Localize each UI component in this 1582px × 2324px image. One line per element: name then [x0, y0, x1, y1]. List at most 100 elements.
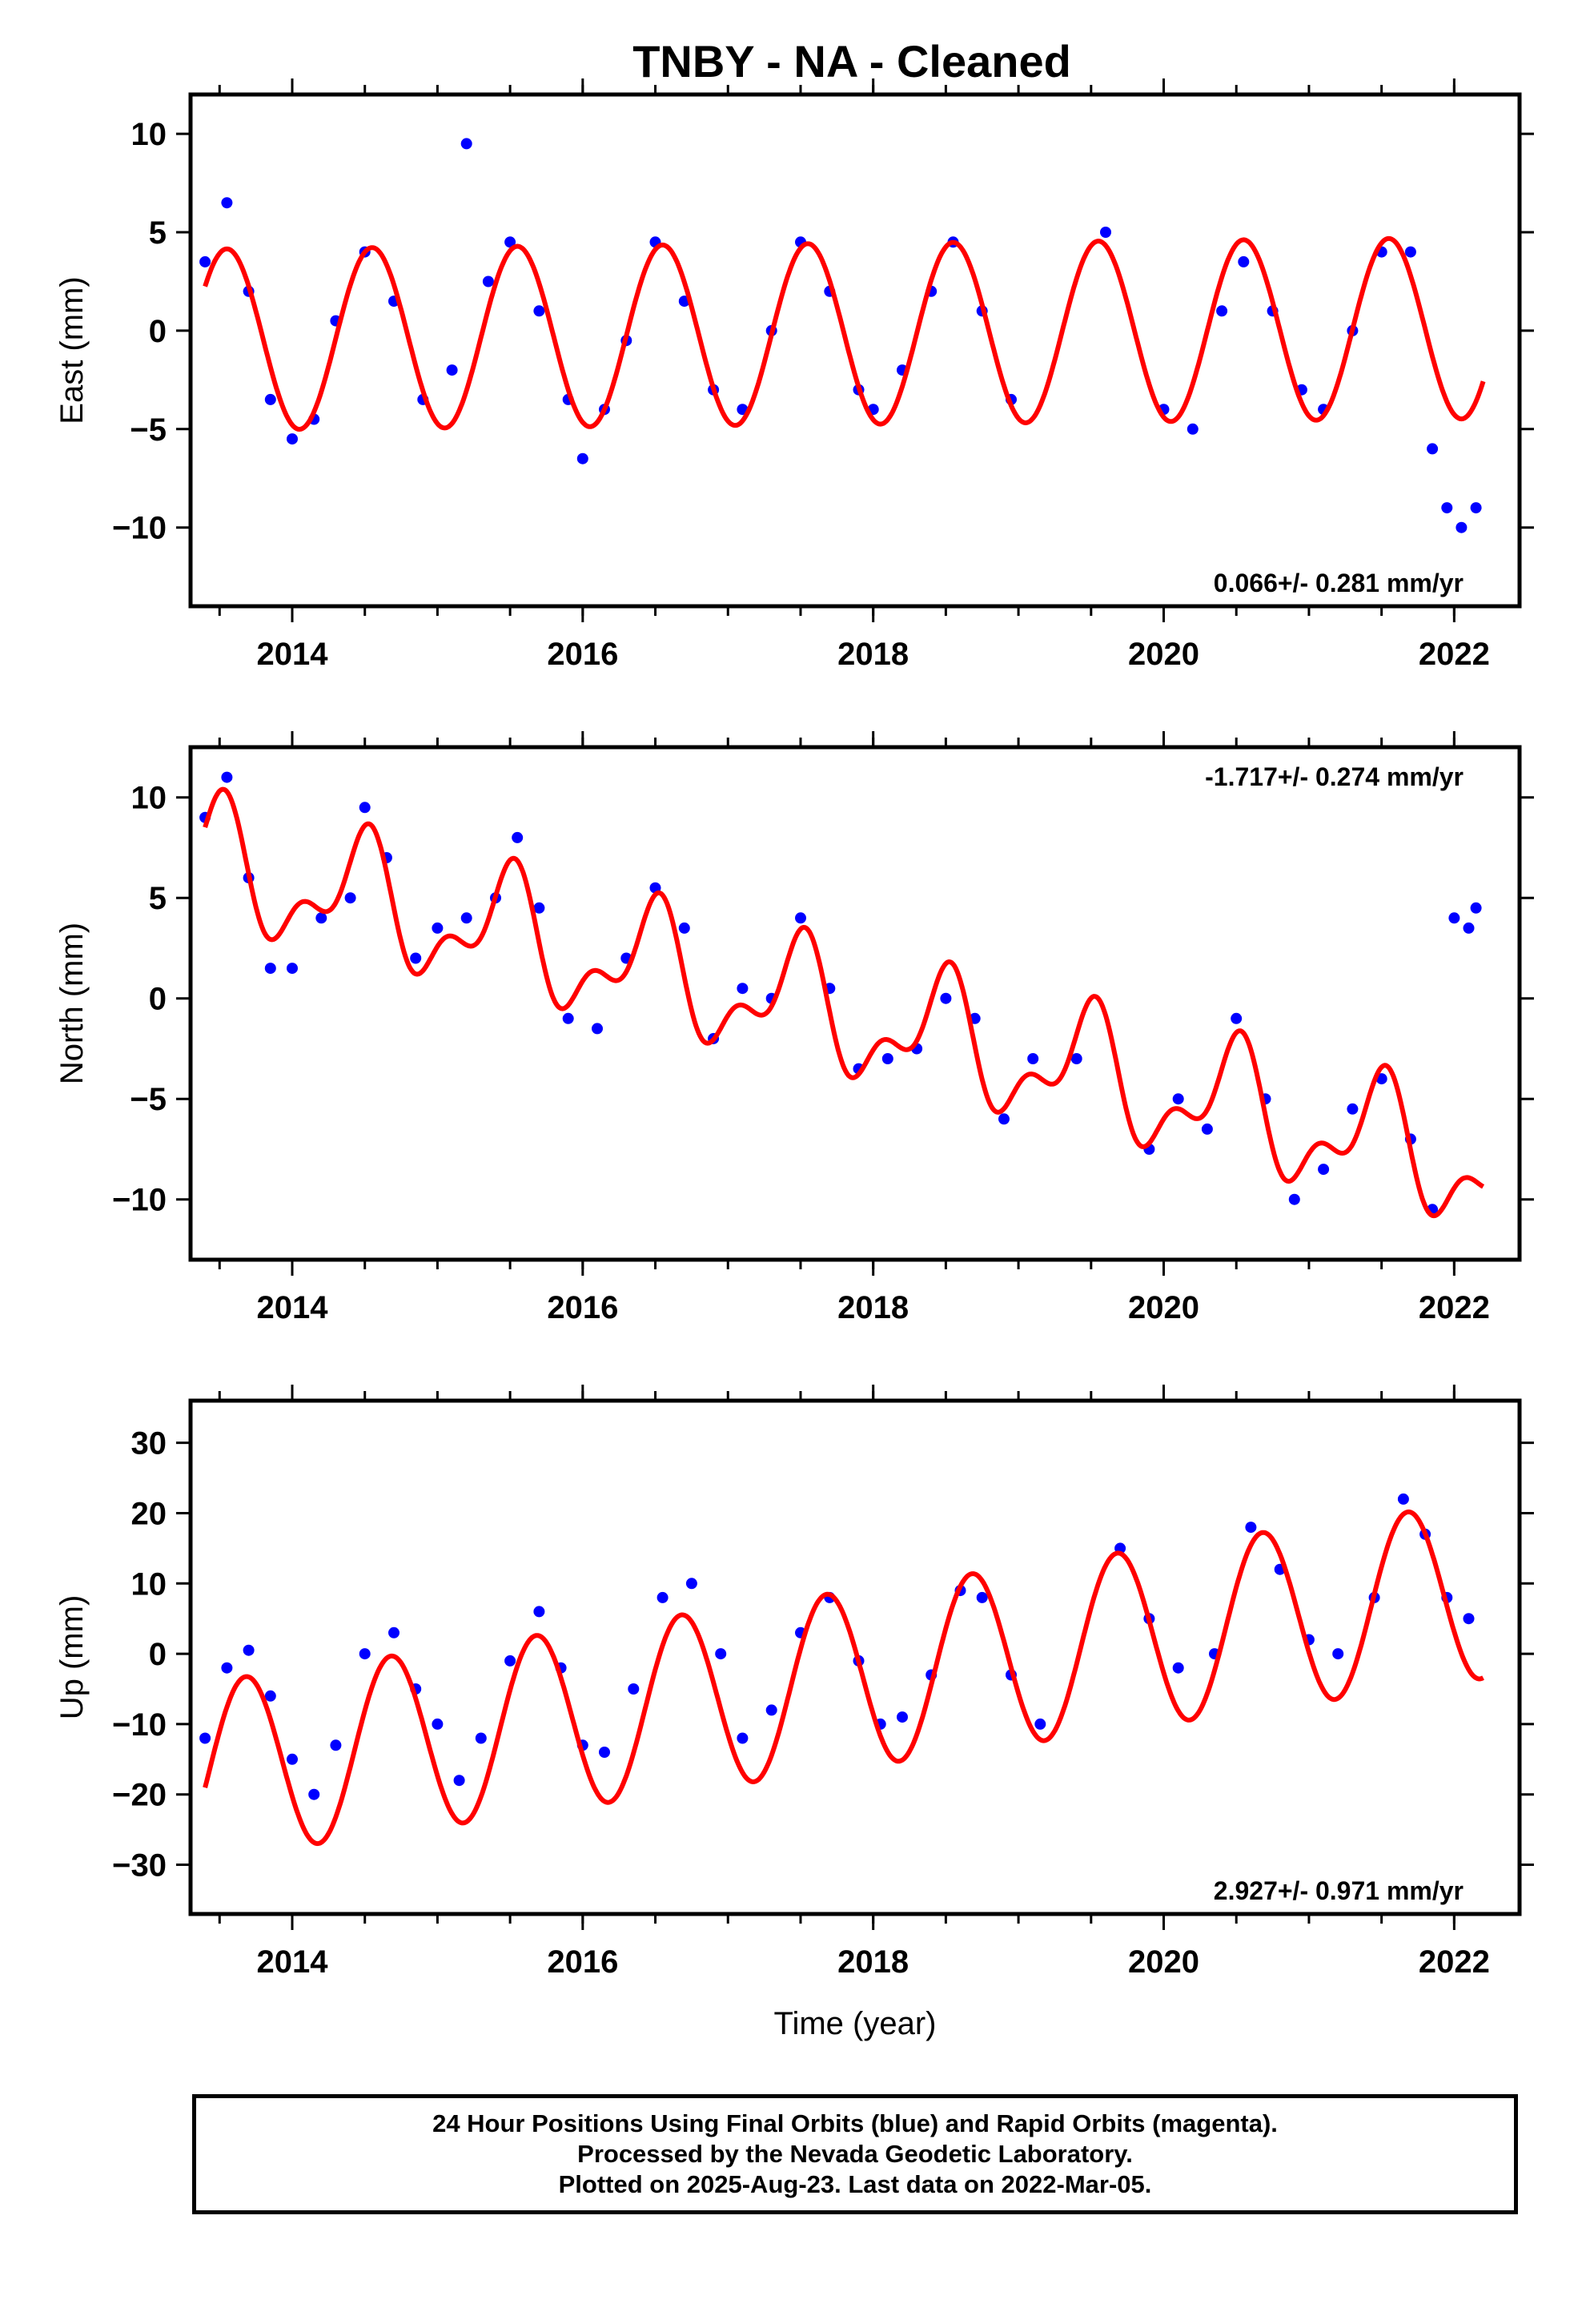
north-x-tick-label: 2016 [547, 1290, 618, 1325]
up-point [1245, 1522, 1257, 1534]
north-point [344, 892, 356, 904]
north-point [940, 992, 952, 1004]
up-point [685, 1578, 697, 1590]
north-point [998, 1113, 1010, 1125]
east-point [1427, 443, 1439, 455]
north-point [1201, 1123, 1213, 1135]
east-point [1441, 502, 1453, 514]
up-point [1463, 1613, 1475, 1625]
north-point [562, 1012, 574, 1024]
north-point [1347, 1103, 1359, 1115]
north-point [1231, 1012, 1243, 1024]
up-point [475, 1732, 487, 1744]
north-panel: 2014 2016 2018 2020 2022 −10 −5 0 5 10 North (mm) -… [54, 731, 1534, 1325]
east-panel: 2014 2016 2018 2020 2022 −10 −5 0 5 10 East (mm) 0.… [54, 78, 1534, 672]
up-point [765, 1704, 777, 1716]
north-point [678, 922, 690, 934]
north-fit-line [203, 786, 1485, 1219]
north-frame [188, 745, 1522, 1262]
north-y-tick-label: 10 [131, 781, 167, 816]
up-y-tick-label: −30 [112, 1848, 167, 1884]
east-point [482, 275, 494, 287]
up-point [1172, 1662, 1184, 1674]
east-frame [188, 92, 1522, 609]
north-point [533, 902, 545, 914]
up-point [504, 1655, 516, 1667]
east-point [221, 197, 233, 209]
north-y-tick-label: −5 [130, 1082, 167, 1117]
up-point [264, 1690, 276, 1702]
north-y-tick-label: 5 [149, 881, 167, 916]
east-y-axis-label: East (mm) [54, 276, 90, 424]
up-point [359, 1648, 371, 1660]
east-x-tick-label: 2014 [257, 637, 329, 672]
up-point [199, 1732, 211, 1744]
east-point [199, 255, 211, 267]
east-point [1216, 305, 1228, 317]
north-point [264, 963, 276, 975]
north-points [199, 771, 1482, 1216]
up-point [287, 1753, 298, 1765]
footer-line-1: 24 Hour Positions Using Final Orbits (bl… [432, 2109, 1278, 2137]
up-x-tick-label: 2018 [837, 1944, 909, 1980]
north-point [1288, 1193, 1300, 1205]
east-fit-line [203, 235, 1486, 432]
up-point [243, 1644, 255, 1656]
up-point [1034, 1718, 1046, 1730]
footer-line-2: Processed by the Nevada Geodetic Laborat… [577, 2140, 1133, 2168]
north-point [881, 1053, 893, 1064]
east-x-tick-label: 2016 [547, 637, 618, 672]
up-point [976, 1591, 988, 1603]
up-rate-label: 2.927+/- 0.971 mm/yr [1214, 1876, 1464, 1905]
east-point [533, 305, 545, 317]
up-y-tick-label: −10 [112, 1707, 167, 1743]
east-x-tick-label: 2020 [1128, 637, 1199, 672]
north-point [1463, 922, 1475, 934]
north-point [315, 912, 327, 924]
north-point [410, 952, 422, 964]
panels: 2014 2016 2018 2020 2022 −10 −5 0 5 10 East (mm) 0.… [54, 78, 1534, 2041]
east-rate-label: 0.066+/- 0.281 mm/yr [1214, 569, 1464, 597]
north-point [1172, 1093, 1184, 1105]
east-point [264, 393, 276, 405]
up-y-tick-label: 30 [131, 1426, 167, 1462]
east-y-tick-label: −5 [130, 412, 167, 448]
north-point [1470, 902, 1482, 914]
up-point [330, 1739, 342, 1751]
north-point [592, 1023, 603, 1035]
up-panel: 2014 2016 2018 2020 2022 −30 −20 −10 0 10 20 30 Up (… [54, 1385, 1534, 2041]
north-x-tick-label: 2014 [257, 1290, 329, 1325]
north-y-tick-label: 0 [149, 982, 167, 1017]
north-rate-label: -1.717+/- 0.274 mm/yr [1205, 762, 1464, 791]
up-x-tick-label: 2014 [257, 1944, 329, 1980]
east-point [1100, 227, 1111, 238]
east-point [1186, 423, 1199, 435]
north-x-tick-label: 2020 [1128, 1290, 1199, 1325]
up-point [599, 1747, 610, 1758]
up-point [715, 1648, 727, 1660]
east-point [460, 138, 472, 150]
east-point [1238, 255, 1250, 267]
up-point [628, 1683, 640, 1695]
north-point [512, 831, 524, 843]
east-point [287, 433, 298, 445]
up-point [221, 1662, 233, 1674]
east-y-tick-label: 0 [149, 314, 167, 349]
up-x-tick-label: 2016 [547, 1944, 618, 1980]
up-point [308, 1788, 320, 1800]
up-y-tick-label: 20 [131, 1496, 167, 1531]
up-y-axis-label: Up (mm) [54, 1595, 90, 1720]
north-point [795, 912, 806, 924]
up-frame [188, 1398, 1522, 1916]
chart-title: TNBY - NA - Cleaned [632, 36, 1071, 86]
up-point [656, 1591, 669, 1603]
east-y-tick-label: 10 [131, 117, 167, 152]
up-x-axis-label: Time (year) [774, 2006, 937, 2041]
up-point [432, 1718, 444, 1730]
up-point [533, 1606, 545, 1618]
up-y-tick-label: 0 [149, 1637, 167, 1672]
north-y-axis-label: North (mm) [54, 923, 90, 1084]
north-point [1318, 1164, 1330, 1176]
east-point [1404, 246, 1416, 258]
